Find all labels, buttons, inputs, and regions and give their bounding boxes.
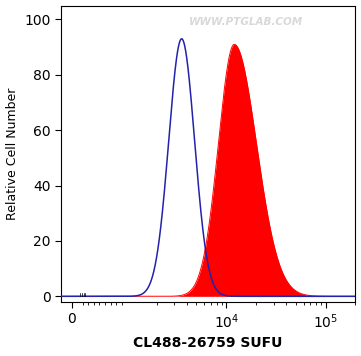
X-axis label: CL488-26759 SUFU: CL488-26759 SUFU — [134, 336, 283, 350]
Y-axis label: Relative Cell Number: Relative Cell Number — [5, 88, 18, 220]
Text: WWW.PTGLAB.COM: WWW.PTGLAB.COM — [189, 17, 304, 27]
